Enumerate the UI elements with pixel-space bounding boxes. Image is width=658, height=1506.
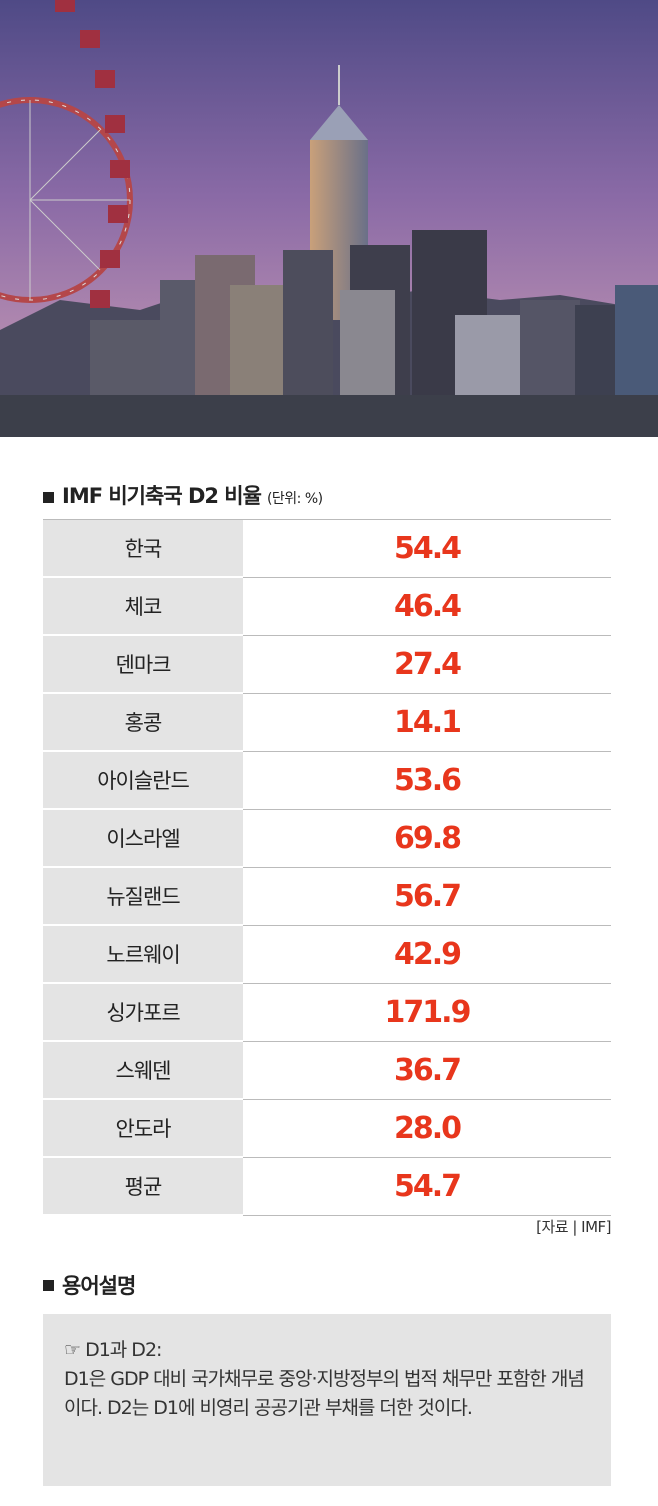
- table-row: 덴마크 27.4: [43, 635, 611, 694]
- table-row: 이스라엘 69.8: [43, 809, 611, 868]
- table-title: IMF 비기축국 D2 비율: [62, 484, 262, 508]
- value-cell: 69.8: [243, 809, 611, 868]
- country-cell: 싱가포르: [43, 983, 243, 1042]
- country-cell: 덴마크: [43, 635, 243, 694]
- country-cell: 한국: [43, 519, 243, 578]
- value-cell: 56.7: [243, 867, 611, 926]
- data-table: 한국 54.4 체코 46.4 덴마크 27.4 홍콩 14.1 아이슬란드 53.6 이스라엘 69…: [43, 519, 611, 1216]
- glossary-term: ☞ D1과 D2:: [64, 1339, 162, 1361]
- table-row: 아이슬란드 53.6: [43, 751, 611, 810]
- country-cell: 뉴질랜드: [43, 867, 243, 926]
- value-cell: 54.4: [243, 519, 611, 578]
- table-row: 안도라 28.0: [43, 1099, 611, 1158]
- table-row: 싱가포르 171.9: [43, 983, 611, 1042]
- value-cell: 46.4: [243, 577, 611, 636]
- table-row: 스웨덴 36.7: [43, 1041, 611, 1100]
- source: [자료 | IMF]: [536, 1218, 611, 1236]
- value-cell: 36.7: [243, 1041, 611, 1100]
- glossary-title: 용어설명: [62, 1274, 136, 1298]
- value-cell: 42.9: [243, 925, 611, 984]
- country-cell: 아이슬란드: [43, 751, 243, 810]
- table-row: 체코 46.4: [43, 577, 611, 636]
- table-row: 한국 54.4: [43, 519, 611, 578]
- value-cell: 54.7: [243, 1157, 611, 1216]
- bullet: [43, 492, 54, 503]
- cover-photo: [0, 0, 658, 437]
- value-cell: 171.9: [243, 983, 611, 1042]
- country-cell: 체코: [43, 577, 243, 636]
- country-cell: 홍콩: [43, 693, 243, 752]
- glossary-text: D1은 GDP 대비 국가채무로 중앙·지방정부의 법적 채무만 포함한 개념이…: [64, 1368, 585, 1419]
- glossary-box: ☞ D1과 D2: D1은 GDP 대비 국가채무로 중앙·지방정부의 법적 채…: [43, 1314, 611, 1486]
- country-cell: 안도라: [43, 1099, 243, 1158]
- country-cell: 이스라엘: [43, 809, 243, 868]
- table-row: 평균 54.7: [43, 1157, 611, 1216]
- table-row: 뉴질랜드 56.7: [43, 867, 611, 926]
- bullet: [43, 1279, 54, 1291]
- value-cell: 53.6: [243, 751, 611, 810]
- table-heading: IMF 비기축국 D2 비율 (단위: %): [43, 480, 323, 510]
- table-row: 노르웨이 42.9: [43, 925, 611, 984]
- value-cell: 14.1: [243, 693, 611, 752]
- country-cell: 평균: [43, 1157, 243, 1216]
- unit-label: (단위: %): [266, 491, 323, 507]
- table-row: 홍콩 14.1: [43, 693, 611, 752]
- glossary-heading: 용어설명: [43, 1270, 136, 1300]
- country-cell: 스웨덴: [43, 1041, 243, 1100]
- value-cell: 27.4: [243, 635, 611, 694]
- country-cell: 노르웨이: [43, 925, 243, 984]
- value-cell: 28.0: [243, 1099, 611, 1158]
